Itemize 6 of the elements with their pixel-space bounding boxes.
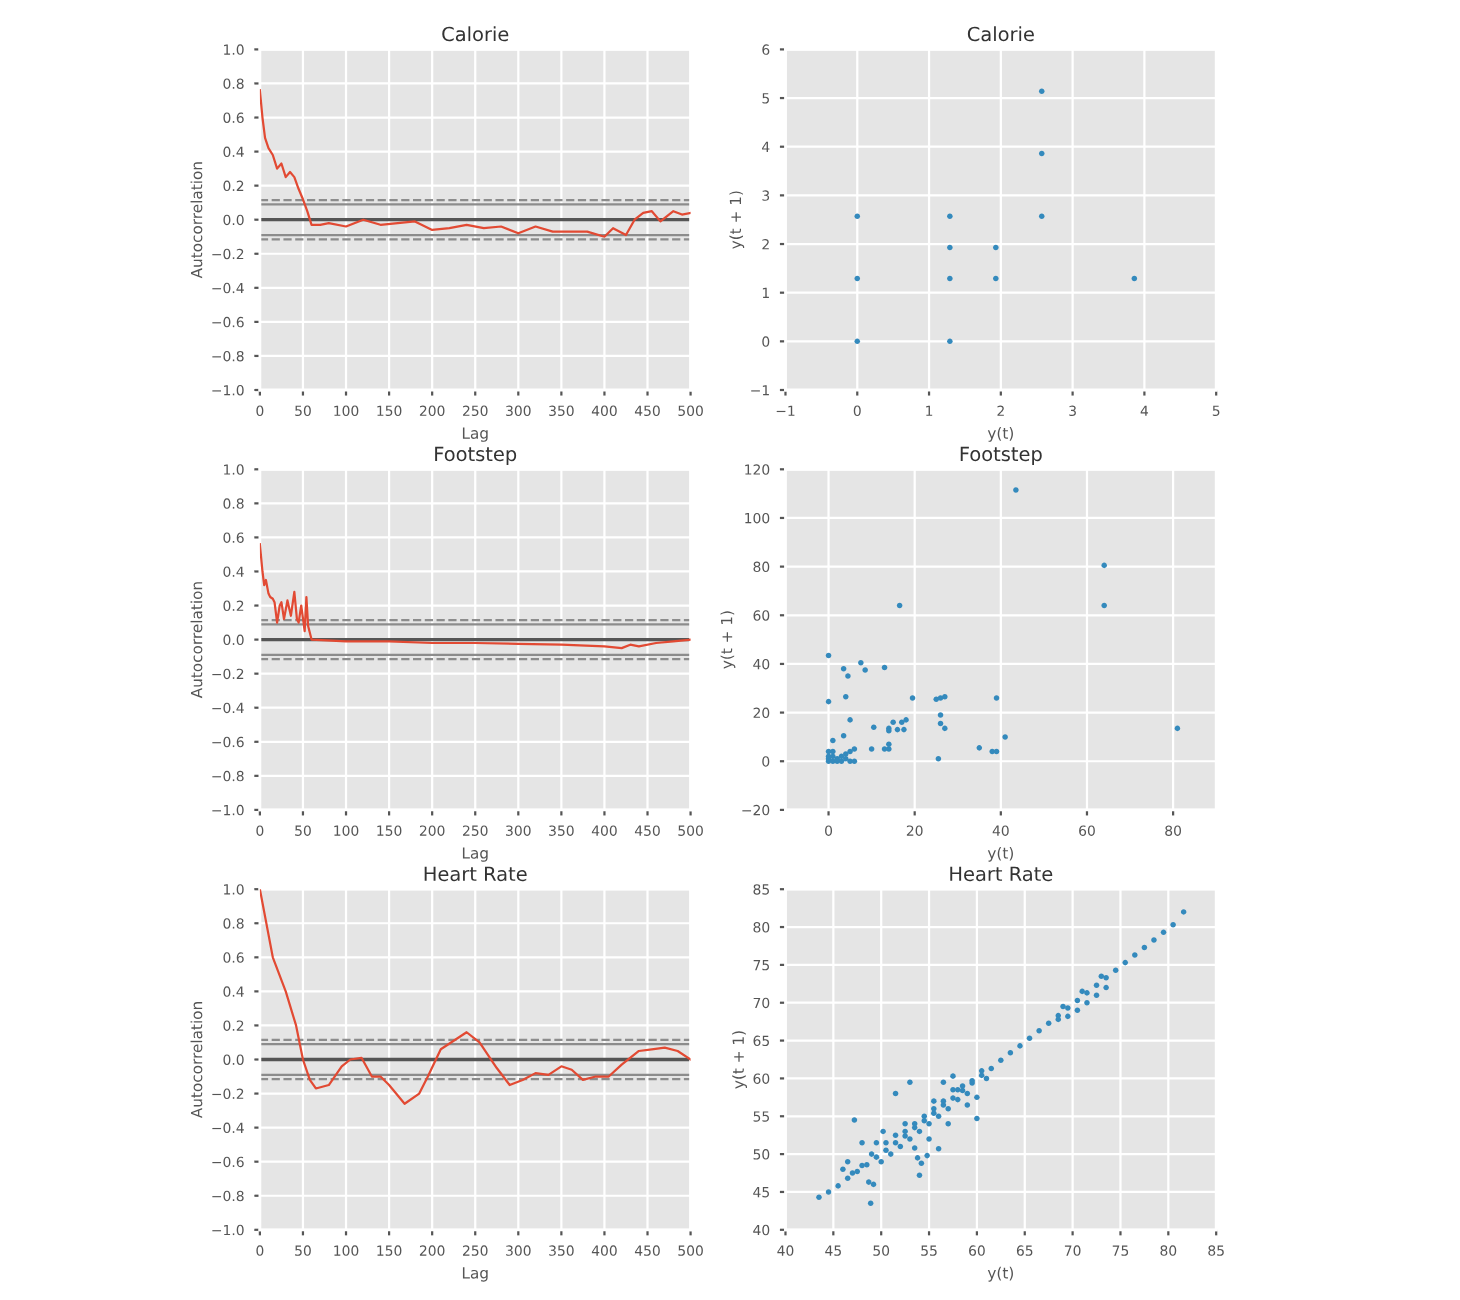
chart-title: Heart Rate (424, 866, 527, 882)
chart-title: Footstep (960, 446, 1042, 466)
chart-title: Calorie (442, 26, 509, 42)
chart-title: Calorie (967, 26, 1034, 42)
chart-title: Heart Rate (950, 866, 1053, 882)
chart-title: Footstep (435, 446, 517, 466)
